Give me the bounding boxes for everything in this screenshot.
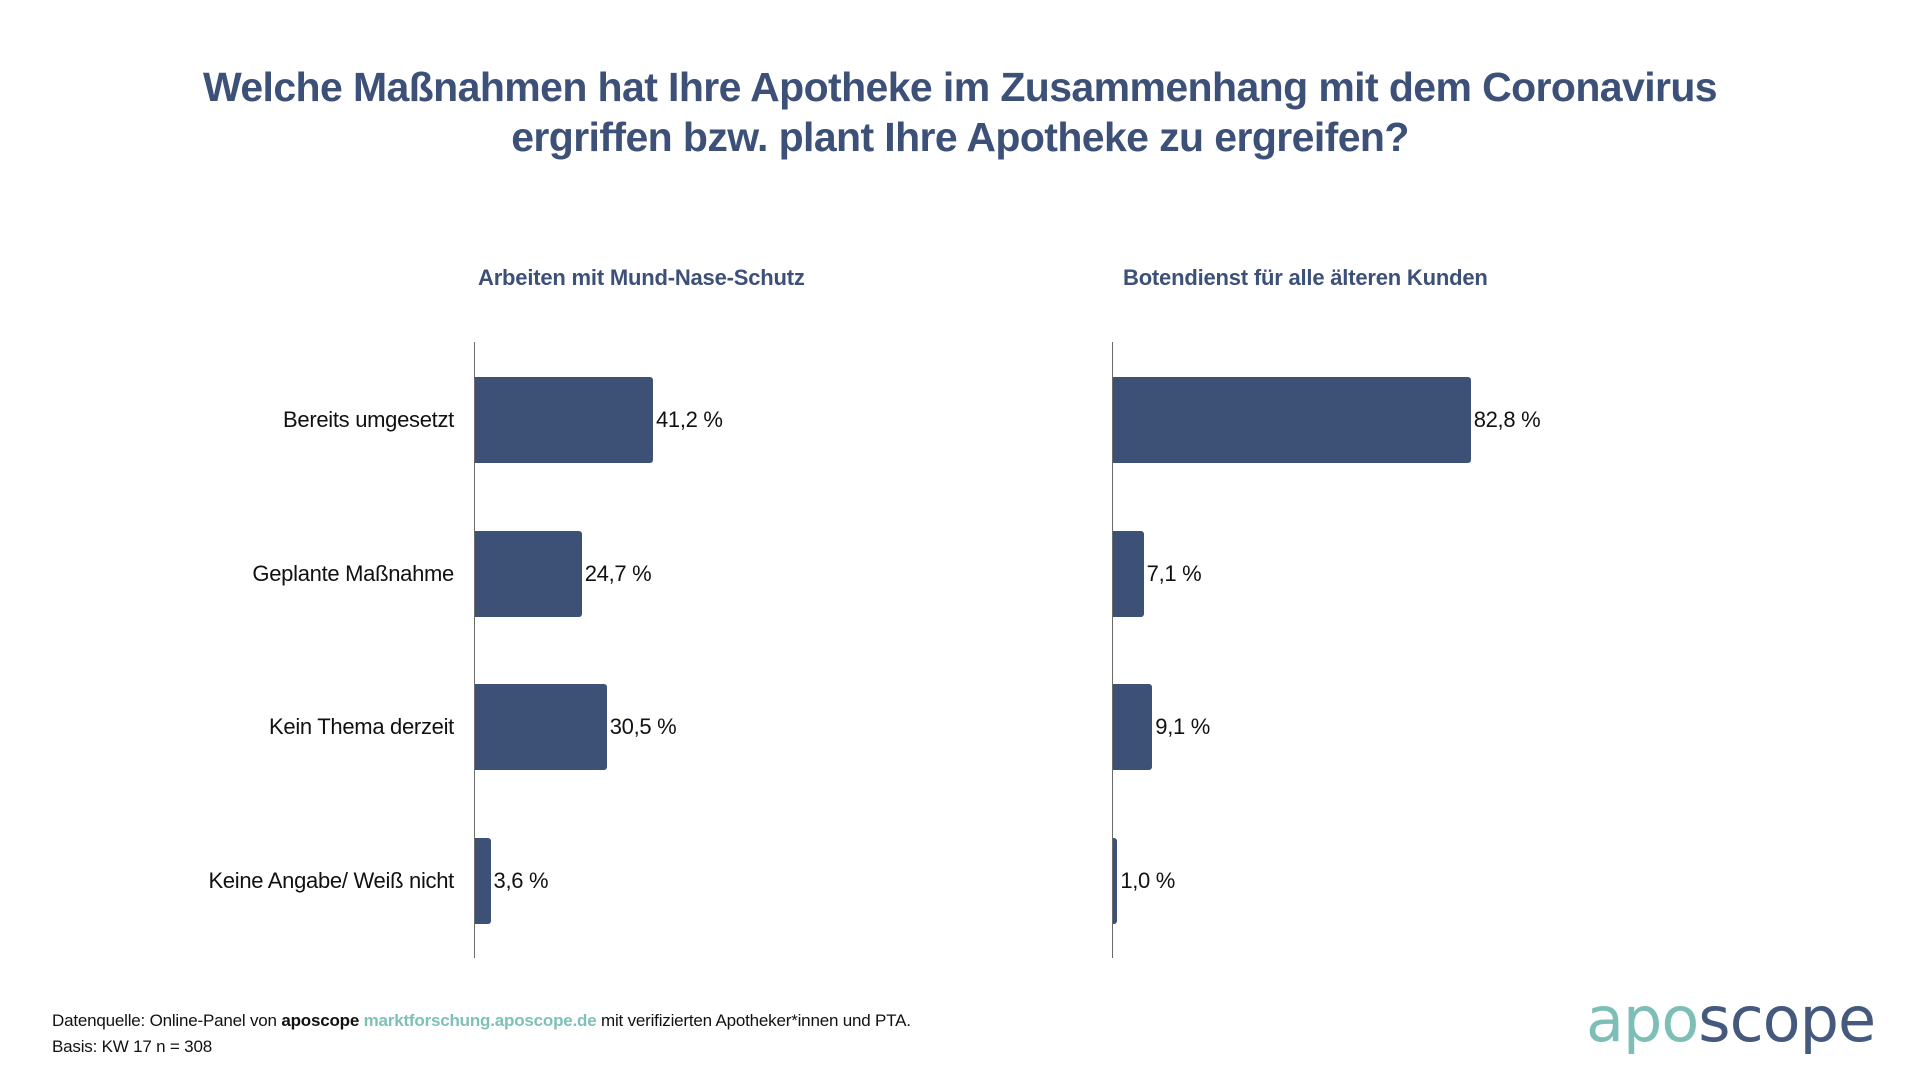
chart-1-bar (475, 531, 582, 617)
chart-1-value-label: 24,7 % (584, 561, 652, 586)
footer-source-brand: aposcope (281, 1011, 360, 1030)
chart-1-value-label: 3,6 % (493, 868, 549, 893)
footer-source-suffix: mit verifizierten Apotheker*innen und PT… (596, 1011, 911, 1030)
chart-1-bar (475, 838, 491, 924)
chart-2-value-label: 7,1 % (1146, 561, 1202, 586)
page-title: Welche Maßnahmen hat Ihre Apotheke im Zu… (0, 62, 1920, 162)
footer-source: Datenquelle: Online-Panel von aposcope m… (52, 1008, 911, 1060)
footer-source-line: Datenquelle: Online-Panel von aposcope m… (52, 1008, 911, 1034)
chart-1-bar (475, 377, 653, 463)
chart-2-value-label: 82,8 % (1473, 407, 1541, 432)
footer-basis: Basis: KW 17 n = 308 (52, 1037, 212, 1056)
chart-2-bar (1113, 684, 1153, 770)
logo-part-apo: apo (1586, 983, 1699, 1056)
page-title-line-1: Welche Maßnahmen hat Ihre Apotheke im Zu… (202, 64, 1718, 110)
chart-1-bar (475, 684, 607, 770)
logo-part-scope: scope (1698, 983, 1876, 1056)
chart-2-value-label: 9,1 % (1155, 714, 1211, 739)
chart-2-bar (1113, 377, 1471, 463)
chart-1-value-label: 30,5 % (609, 714, 677, 739)
category-label: Bereits umgesetzt (283, 407, 454, 432)
category-label: Geplante Maßnahme (252, 561, 454, 586)
category-label: Kein Thema derzeit (269, 714, 454, 739)
chart-2-axis (1112, 342, 1113, 958)
chart-1-title: Arbeiten mit Mund-Nase-Schutz (478, 265, 805, 290)
chart-2-value-label: 1,0 % (1120, 868, 1176, 893)
chart-2-bar (1113, 531, 1144, 617)
aposcope-logo: aposcope (1586, 983, 1876, 1056)
page-title-line-2: ergriffen bzw. plant Ihre Apotheke zu er… (511, 114, 1409, 160)
chart-1-value-label: 41,2 % (655, 407, 723, 432)
chart-2-title: Botendienst für alle älteren Kunden (1123, 265, 1488, 290)
category-label: Keine Angabe/ Weiß nicht (208, 868, 454, 893)
footer-source-prefix: Datenquelle: Online-Panel von (52, 1011, 282, 1030)
chart-1-axis (474, 342, 475, 958)
footer-source-link[interactable]: marktforschung.aposcope.de (363, 1011, 597, 1030)
chart-2-bar (1113, 838, 1118, 924)
